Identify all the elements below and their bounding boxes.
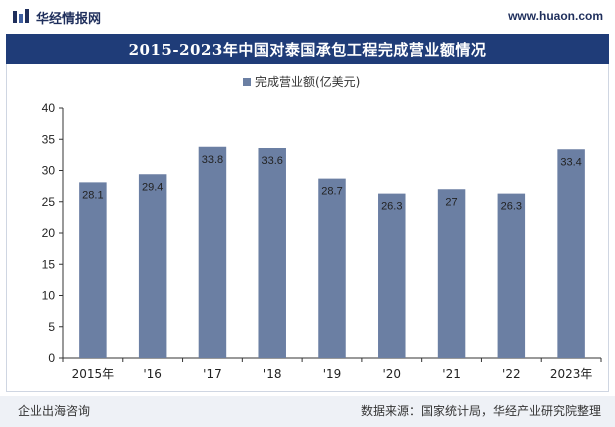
x-axis: 2015年 '16 '17 '18 '19 '20 '21 '22 2023年	[62, 357, 602, 381]
bar	[378, 193, 406, 358]
bar-value-label: 28.7	[321, 186, 342, 198]
legend-label: 完成营业额(亿美元)	[255, 74, 360, 89]
bar-value-label: 33.4	[560, 156, 581, 168]
bar	[198, 146, 227, 358]
bar-value-label: 29.4	[142, 181, 163, 193]
site-url[interactable]: www.huaon.com	[508, 9, 603, 23]
data-source-text: 数据来源：国家统计局，华经产业研究院整理	[360, 404, 601, 418]
bar-value-label: 27	[445, 196, 457, 208]
title-bar: 2015-2023年中国对泰国承包工程完成营业额情况	[6, 34, 609, 64]
top-bar: 华经情报网 www.huaon.com	[0, 0, 615, 34]
y-tick-label: 30	[42, 164, 56, 178]
bar-value-label: 26.3	[501, 201, 522, 213]
footer-left-text: 企业出海咨询	[18, 404, 91, 418]
y-tick-label: 0	[48, 351, 55, 365]
x-tick-label: '21	[442, 367, 461, 381]
brand: 华经情报网	[12, 7, 101, 27]
y-tick-label: 10	[42, 289, 56, 303]
bar-labels: 28.1 29.4 33.8 33.6 28.7 26.3 27 26.3 33.4	[82, 154, 582, 213]
bars	[79, 146, 585, 358]
x-tick-label: 2015年	[72, 367, 115, 381]
y-tick-label: 35	[42, 132, 56, 146]
brand-name: 华经情报网	[36, 11, 102, 27]
bar-chart: 完成营业额(亿美元) 0 5 10 15 20 25 30 35 40 2015年 '16 '17 '…	[42, 74, 602, 381]
y-tick-label: 15	[42, 257, 56, 271]
chart-frame: 完成营业额(亿美元) 0 5 10 15 20 25 30 35 40 2015年 '16 '17 '…	[6, 64, 609, 392]
y-tick-label: 20	[42, 226, 56, 240]
bar	[557, 149, 585, 358]
bar	[497, 193, 526, 358]
x-tick-label: '17	[203, 367, 222, 381]
bar-value-label: 26.3	[381, 201, 402, 213]
x-tick-label: 2023年	[550, 367, 593, 381]
bar	[437, 189, 466, 358]
legend: 完成营业额(亿美元)	[243, 74, 360, 89]
bar	[258, 148, 286, 358]
chart-title: 2015-2023年中国对泰国承包工程完成营业额情况	[128, 40, 487, 59]
bar-value-label: 28.1	[82, 189, 103, 201]
x-tick-label: '19	[323, 367, 342, 381]
y-tick-label: 40	[42, 101, 56, 115]
huajing-logo-icon	[13, 9, 29, 23]
legend-swatch	[243, 78, 251, 86]
footer: 企业出海咨询 数据来源：国家统计局，华经产业研究院整理	[0, 396, 615, 427]
bar	[79, 182, 107, 358]
y-axis: 0 5 10 15 20 25 30 35 40	[42, 101, 64, 365]
bar	[138, 174, 167, 358]
x-tick-label: '22	[502, 367, 521, 381]
y-tick-label: 25	[42, 195, 56, 209]
x-tick-label: '16	[143, 367, 162, 381]
bar-value-label: 33.8	[202, 154, 223, 166]
y-tick-label: 5	[48, 320, 55, 334]
x-tick-label: '18	[263, 367, 282, 381]
bar	[318, 178, 346, 358]
x-tick-label: '20	[382, 367, 401, 381]
bar-value-label: 33.6	[262, 155, 283, 167]
